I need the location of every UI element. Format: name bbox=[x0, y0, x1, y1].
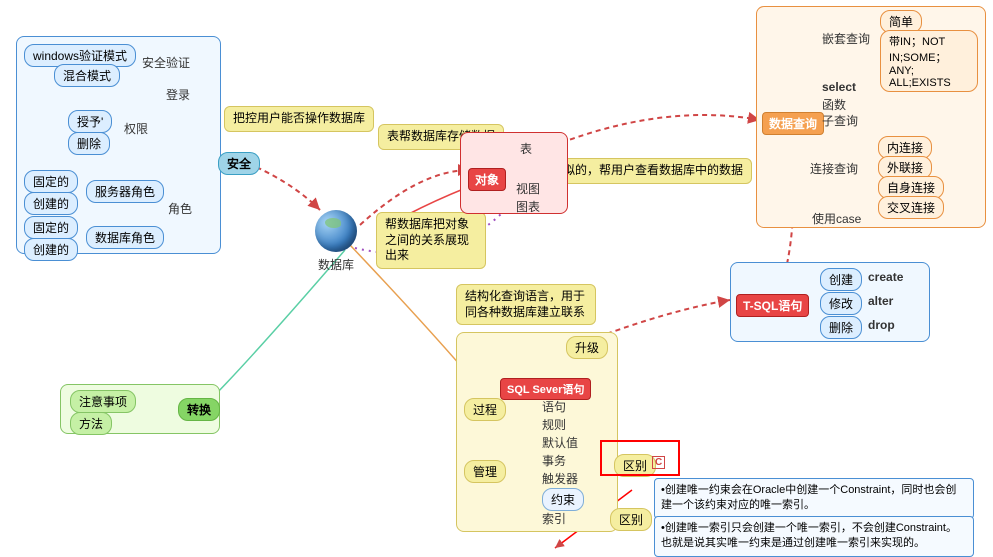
db-role-pill: 数据库角色 bbox=[86, 226, 164, 249]
grant-pill: 授予' bbox=[68, 110, 112, 133]
trigger-item: 触发器 bbox=[542, 470, 578, 487]
tsql-pill[interactable]: T-SQL语句 bbox=[736, 294, 809, 317]
query-pill[interactable]: 数据查询 bbox=[762, 112, 824, 135]
in-notin-text: 带IN；NOT IN;SOME；ANY; ALL;EXISTS bbox=[889, 36, 951, 89]
note-2: •创建唯一索引只会创建一个唯一索引，不会创建Constraint。也就是说其实唯… bbox=[654, 516, 974, 557]
object-pill[interactable]: 对象 bbox=[468, 168, 506, 191]
database-globe-icon bbox=[315, 210, 357, 252]
select-label: select bbox=[822, 80, 856, 94]
subquery-label: 子查询 bbox=[822, 112, 858, 129]
alter-pill: 修改 bbox=[820, 292, 862, 315]
collapse-icon[interactable]: C bbox=[652, 456, 665, 469]
diff2-pill: 区别 bbox=[610, 508, 652, 531]
note-1: •创建唯一约束会在Oracle中创建一个Constraint，同时也会创建一个该… bbox=[654, 478, 974, 519]
created1-pill: 创建的 bbox=[24, 192, 78, 215]
join-query: 连接查询 bbox=[810, 160, 858, 177]
index-item: 索引 bbox=[542, 510, 566, 527]
func-label: 函数 bbox=[822, 96, 846, 113]
drop-val: drop bbox=[868, 318, 895, 332]
cross-join: 交叉连接 bbox=[878, 196, 944, 219]
callout-relation-text: 帮数据库把对象 之间的关系展现出来 bbox=[385, 217, 469, 262]
stmt-item: 语句 bbox=[542, 398, 566, 415]
delete-pill: 删除 bbox=[68, 132, 110, 155]
view-item: 视图 bbox=[516, 180, 540, 197]
callout-sql-text: 结构化查询语言，用于 同各种数据库建立联系 bbox=[465, 289, 585, 319]
default-item: 默认值 bbox=[542, 434, 578, 451]
create-val: create bbox=[868, 270, 903, 284]
drop-pill: 删除 bbox=[820, 316, 862, 339]
create-pill: 创建 bbox=[820, 268, 862, 291]
table-item: 表 bbox=[520, 140, 532, 157]
callout-user-control: 把控用户能否操作数据库 bbox=[224, 106, 374, 132]
nested-query: 嵌套查询 bbox=[822, 30, 870, 47]
callout-sql: 结构化查询语言，用于 同各种数据库建立联系 bbox=[456, 284, 596, 325]
perm-label: 权限 bbox=[124, 120, 148, 137]
chart-item: 图表 bbox=[516, 198, 540, 215]
constraint-item: 约束 bbox=[542, 488, 584, 511]
fixed1-pill: 固定的 bbox=[24, 170, 78, 193]
security-pill[interactable]: 安全 bbox=[218, 152, 260, 175]
rule-item: 规则 bbox=[542, 416, 566, 433]
method-pill: 方法 bbox=[70, 412, 112, 435]
notes-pill: 注意事项 bbox=[70, 390, 136, 413]
in-notin-pill: 带IN；NOT IN;SOME；ANY; ALL;EXISTS bbox=[880, 30, 978, 92]
callout-virtual: 虚拟的，帮用户查看数据库中的数据 bbox=[542, 158, 752, 184]
role-label: 角色 bbox=[168, 200, 192, 217]
sql-region bbox=[456, 332, 618, 532]
highlight-box bbox=[600, 440, 680, 476]
fixed2-pill: 固定的 bbox=[24, 216, 78, 239]
auth-label: 安全验证 bbox=[142, 54, 190, 71]
note-2-text: •创建唯一索引只会创建一个唯一索引，不会创建Constraint。也就是说其实唯… bbox=[661, 522, 957, 549]
server-role-pill: 服务器角色 bbox=[86, 180, 164, 203]
note-1-text: •创建唯一约束会在Oracle中创建一个Constraint，同时也会创建一个该… bbox=[661, 484, 956, 511]
use-case: 使用case bbox=[812, 210, 861, 227]
process-pill: 过程 bbox=[464, 398, 506, 421]
database-label: 数据库 bbox=[318, 256, 354, 273]
alter-val: alter bbox=[868, 294, 893, 308]
login-label: 登录 bbox=[166, 86, 190, 103]
callout-relation: 帮数据库把对象 之间的关系展现出来 bbox=[376, 212, 486, 269]
mgmt-pill: 管理 bbox=[464, 460, 506, 483]
txn-item: 事务 bbox=[542, 452, 566, 469]
created2-pill: 创建的 bbox=[24, 238, 78, 261]
mixed-mode-pill: 混合模式 bbox=[54, 64, 120, 87]
upgrade-pill: 升级 bbox=[566, 336, 608, 359]
convert-pill[interactable]: 转换 bbox=[178, 398, 220, 421]
sql-pill[interactable]: SQL Sever语句 bbox=[500, 378, 591, 400]
